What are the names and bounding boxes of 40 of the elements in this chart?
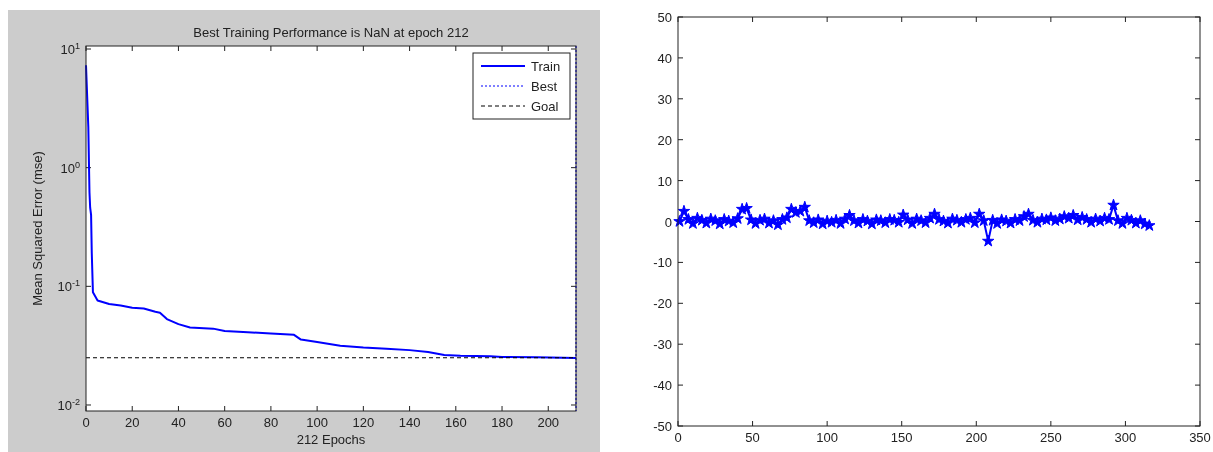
y-tick-label: -30 xyxy=(653,337,672,353)
x-tick-label: 20 xyxy=(124,415,140,430)
x-tick-label: 120 xyxy=(352,415,375,430)
x-tick-label: 100 xyxy=(306,415,328,430)
y-tick-label: 10$^{-2}$ xyxy=(57,396,80,413)
x-tick-label: 300 xyxy=(1114,430,1137,445)
y-axis-title: Mean Squared Error (mse) xyxy=(30,151,45,306)
x-tick-label: 50 xyxy=(745,430,760,445)
x-tick-label: 0 xyxy=(82,415,90,430)
y-tick-label: 30 xyxy=(657,91,672,107)
y-tick-label: 50 xyxy=(657,10,672,25)
x-tick-label: 60 xyxy=(217,415,232,430)
y-tick-label: -10 xyxy=(653,255,672,271)
x-tick-label: 0 xyxy=(674,430,682,445)
ref-line-label: Best xyxy=(531,79,558,94)
x-tick-label: 250 xyxy=(1040,430,1062,445)
x-tick-label: 200 xyxy=(537,415,560,430)
x-tick-label: 40 xyxy=(171,415,186,430)
x-tick-label: 350 xyxy=(1189,430,1211,445)
x-tick-label: 150 xyxy=(890,430,913,445)
y-tick-label: 10$^{0}$ xyxy=(60,159,80,176)
x-tick-label: 100 xyxy=(816,430,838,445)
y-tick-label: 40 xyxy=(657,50,672,66)
y-tick-label: 0 xyxy=(664,214,672,230)
y-tick-label: 20 xyxy=(657,132,672,148)
y-tick-label: -40 xyxy=(653,378,672,394)
chart-title: Best Training Performance is NaN at epoch 212 xyxy=(193,25,469,40)
y-tick-label: -50 xyxy=(653,419,672,434)
y-tick-label: -20 xyxy=(653,296,672,312)
x-axis-title: 212 Epochs xyxy=(296,432,366,447)
x-tick-label: 180 xyxy=(491,415,513,430)
x-tick-label: 80 xyxy=(263,415,279,430)
y-tick-label: 10 xyxy=(657,173,672,189)
x-tick-label: 160 xyxy=(444,415,467,430)
legend-label: Train xyxy=(531,59,561,74)
y-tick-label: 10$^{1}$ xyxy=(60,41,80,57)
x-tick-label: 200 xyxy=(965,430,988,445)
x-tick-label: 140 xyxy=(398,415,421,430)
y-tick-label: 10$^{-1}$ xyxy=(57,278,80,295)
legend-label: Goal xyxy=(531,99,559,114)
